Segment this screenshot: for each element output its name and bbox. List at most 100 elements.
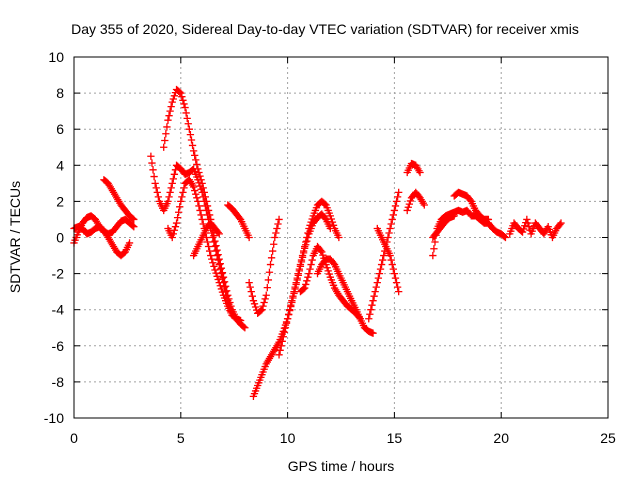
y-tick-label: 6 — [56, 121, 64, 137]
data-point-arc6 — [171, 223, 180, 231]
data-point-arc6 — [219, 291, 228, 299]
data-point-arc14 — [370, 292, 378, 300]
data-point-arc9 — [274, 220, 282, 228]
data-point-arc12 — [307, 260, 315, 269]
data-point-arc9 — [245, 278, 253, 287]
data-point-arc4 — [153, 188, 161, 197]
data-point-arc14 — [391, 202, 400, 210]
data-point-arc19 — [484, 215, 493, 224]
data-point-arc14 — [366, 310, 374, 318]
data-point-arc5 — [191, 151, 199, 160]
data-point-arc8 — [245, 233, 253, 242]
data-point-arc14 — [372, 283, 380, 291]
data-point-arc15 — [390, 269, 399, 278]
data-point-arc12 — [308, 256, 316, 264]
data-point-arc12 — [326, 273, 334, 281]
data-point-arc5 — [202, 197, 211, 206]
data-point-arc18 — [429, 251, 437, 260]
data-point-arc4 — [154, 193, 163, 201]
data-point-arc1 — [73, 231, 81, 239]
data-point-arc11 — [322, 201, 330, 209]
data-point-arc10 — [257, 373, 265, 382]
data-point-arc11 — [310, 209, 318, 217]
y-tick-label: -2 — [52, 266, 65, 282]
data-point-arc5 — [197, 176, 205, 184]
data-point-arc5 — [223, 287, 231, 295]
data-point-arc5 — [196, 172, 204, 180]
data-point-arc12 — [324, 267, 332, 275]
data-point-arc5 — [163, 123, 171, 131]
data-point-arc20 — [450, 212, 458, 220]
data-point-arc5 — [170, 92, 179, 100]
y-axis-label: SDTVAR / TECUs — [7, 181, 23, 293]
data-point-arc5 — [181, 103, 189, 112]
data-point-arc11 — [282, 319, 291, 327]
data-point-arc11 — [304, 229, 312, 237]
data-point-arc14 — [373, 278, 381, 287]
data-point-arc6 — [213, 272, 221, 280]
data-point-arc5 — [185, 125, 193, 133]
data-point-arc9 — [270, 240, 278, 248]
data-point-arc5 — [211, 237, 219, 245]
data-point-arc11 — [307, 218, 315, 226]
data-point-arc5 — [182, 109, 190, 117]
data-point-arc9 — [266, 260, 275, 269]
data-point-arc5 — [204, 206, 213, 215]
data-point-arc21 — [519, 225, 528, 233]
data-point-arc12 — [325, 270, 333, 278]
plot-frame — [73, 56, 609, 419]
data-point-arc17 — [404, 203, 412, 211]
data-point-arc18 — [500, 232, 509, 241]
data-point-arc6 — [205, 247, 214, 255]
data-point-arc6 — [199, 220, 207, 228]
data-point-arc10 — [256, 376, 264, 384]
data-point-arc11 — [326, 212, 334, 220]
data-point-arc4 — [166, 188, 174, 197]
data-point-arc9 — [273, 224, 281, 233]
data-point-arc6 — [209, 259, 217, 267]
data-point-arc5 — [194, 165, 202, 173]
data-point-arc9 — [261, 295, 269, 303]
x-tick-label: 20 — [493, 430, 509, 446]
data-point-arc12 — [319, 251, 327, 259]
data-point-arc6 — [168, 233, 176, 242]
data-point-arc18 — [430, 245, 438, 253]
data-point-arc21 — [529, 224, 537, 233]
data-point-arc14 — [365, 315, 373, 323]
data-point-arc6 — [196, 206, 204, 215]
data-point-arc9 — [275, 215, 283, 224]
data-point-arc11 — [305, 224, 313, 233]
data-point-arc10 — [255, 379, 263, 387]
data-point-arc11 — [335, 233, 343, 242]
data-point-arc10 — [250, 389, 259, 398]
data-point-arc13 — [369, 329, 377, 337]
data-point-arc5 — [178, 93, 186, 101]
data-point-arc9 — [260, 298, 268, 307]
data-point-arc11 — [290, 288, 298, 296]
data-point-arc11 — [302, 238, 310, 246]
data-point-arc12 — [303, 277, 311, 285]
data-point-arc6 — [214, 275, 222, 284]
data-point-arc11 — [278, 337, 286, 345]
data-point-arc5 — [216, 260, 224, 268]
data-point-arc14 — [393, 193, 402, 201]
data-point-arc21 — [518, 228, 527, 236]
data-point-arc18 — [431, 238, 439, 246]
data-point-arc5 — [184, 120, 192, 128]
data-point-arc11 — [309, 212, 317, 220]
y-tick-label: -10 — [44, 410, 64, 426]
data-point-arc6 — [180, 184, 188, 192]
data-point-arc14 — [386, 224, 394, 233]
data-point-arc11 — [301, 242, 309, 251]
data-point-arc11 — [293, 274, 301, 282]
data-point-arc11 — [329, 221, 338, 229]
data-point-arc4 — [148, 159, 156, 167]
data-point-arc5 — [183, 114, 191, 123]
data-point-arc1 — [129, 222, 137, 230]
data-point-arc5 — [210, 232, 218, 240]
data-point-arc6 — [241, 324, 249, 332]
data-point-arc14 — [387, 220, 395, 228]
data-point-arc11 — [297, 256, 306, 264]
data-point-arc14 — [371, 288, 379, 296]
